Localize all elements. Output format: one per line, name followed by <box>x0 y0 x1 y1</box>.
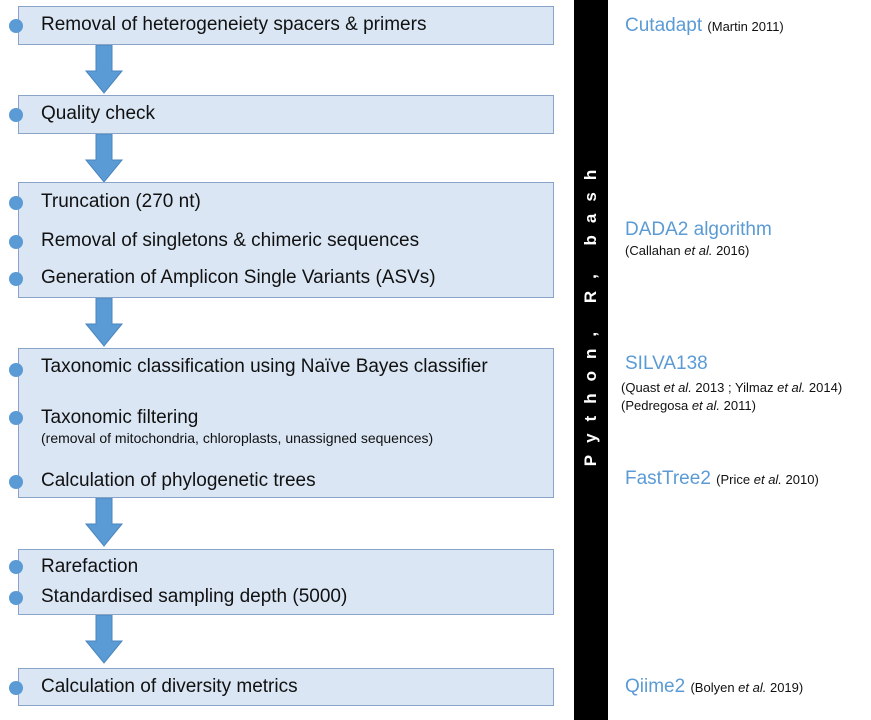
step-label: Truncation (270 nt) <box>41 191 201 212</box>
citation-text: 2010) <box>781 472 819 487</box>
citation-text: 2013 ; Yilmaz <box>691 380 778 395</box>
citation-etal: et al. <box>663 380 692 395</box>
bullet-dot-icon <box>9 235 23 249</box>
step-box-5: Rarefaction Standardised sampling depth … <box>9 549 554 615</box>
step-box-6: Calculation of diversity metrics <box>9 668 554 706</box>
bullet-dot-icon <box>9 475 23 489</box>
tool-citation: (Pedregosa et al. 2011) <box>621 398 756 413</box>
citation-text: (Quast <box>621 380 664 395</box>
citation-etal: et al. <box>691 398 721 413</box>
language-sidebar <box>574 0 608 720</box>
step-label: Generation of Amplicon Single Variants (… <box>41 267 436 288</box>
bullet-dot-icon <box>9 363 23 377</box>
citation-text: (Callahan <box>625 243 685 258</box>
bullet-dot-icon <box>9 108 23 122</box>
tool-name: SILVA138 <box>625 353 708 374</box>
step-label: Standardised sampling depth (5000) <box>41 586 348 607</box>
step-label: Removal of singletons & chimeric sequenc… <box>41 230 420 251</box>
tool-fasttree: FastTree2 (Price et al. 2010) <box>625 468 819 490</box>
tool-qiime: Qiime2 (Bolyen et al. 2019) <box>625 676 803 698</box>
citation-etal: et al. <box>684 243 713 258</box>
step-label: Removal of heterogeneiety spacers & prim… <box>41 14 427 35</box>
citation-text: 2011) <box>720 398 756 413</box>
tool-cutadapt: Cutadapt (Martin 2011) <box>625 15 784 37</box>
step-label: Rarefaction <box>41 556 139 577</box>
bullet-dot-icon <box>9 560 23 574</box>
tool-citation: (Martin 2011) <box>707 19 784 34</box>
down-arrow-icon <box>84 615 124 664</box>
step-label: Taxonomic filtering <box>41 407 199 428</box>
tool-silva: SILVA138 <box>625 353 708 375</box>
bullet-dot-icon <box>9 196 23 210</box>
tool-name: Cutadapt <box>625 15 703 36</box>
bullet-dot-icon <box>9 272 23 286</box>
step-sublabel: (removal of mitochondria, chloroplasts, … <box>41 430 434 446</box>
tool-citation: (Price et al. 2010) <box>716 472 819 487</box>
citation-text: 2019) <box>766 680 804 695</box>
down-arrow-icon <box>84 498 124 547</box>
citation-text: 2014) <box>805 380 843 395</box>
citation-text: (Price <box>716 472 754 487</box>
step-label: Calculation of phylogenetic trees <box>41 470 316 491</box>
tool-name: FastTree2 <box>625 468 711 489</box>
step-label: Taxonomic classification using Naïve Bay… <box>41 356 488 377</box>
tool-name: DADA2 algorithm <box>625 219 772 240</box>
citation-text: (Pedregosa <box>621 398 692 413</box>
step-label: Calculation of diversity metrics <box>41 676 298 697</box>
tool-citation: (Bolyen et al. 2019) <box>690 680 803 695</box>
citation-text: (Bolyen <box>690 680 739 695</box>
down-arrow-icon <box>84 45 124 94</box>
step-box-1: Removal of heterogeneiety spacers & prim… <box>9 6 554 45</box>
sidebar-label: Python, R, bash <box>581 157 600 467</box>
bullet-dot-icon <box>9 681 23 695</box>
tool-dada2: DADA2 algorithm <box>625 219 772 241</box>
citation-text: 2016) <box>712 243 750 258</box>
bullet-dot-icon <box>9 19 23 33</box>
step-label: Quality check <box>41 103 156 124</box>
bullet-dot-icon <box>9 591 23 605</box>
citation-etal: et al. <box>777 380 806 395</box>
step-box-4: Taxonomic classification using Naïve Bay… <box>9 348 554 498</box>
tool-citation: (Callahan et al. 2016) <box>625 243 749 258</box>
citation-etal: et al. <box>738 680 767 695</box>
citation-etal: et al. <box>753 472 782 487</box>
tool-citation: (Quast et al. 2013 ; Yilmaz et al. 2014) <box>621 380 842 395</box>
bullet-dot-icon <box>9 411 23 425</box>
step-box-3: Truncation (270 nt) Removal of singleton… <box>9 182 554 298</box>
tool-name: Qiime2 <box>625 676 686 697</box>
down-arrow-icon <box>84 298 124 347</box>
down-arrow-icon <box>84 134 124 183</box>
step-box-2: Quality check <box>9 95 554 134</box>
